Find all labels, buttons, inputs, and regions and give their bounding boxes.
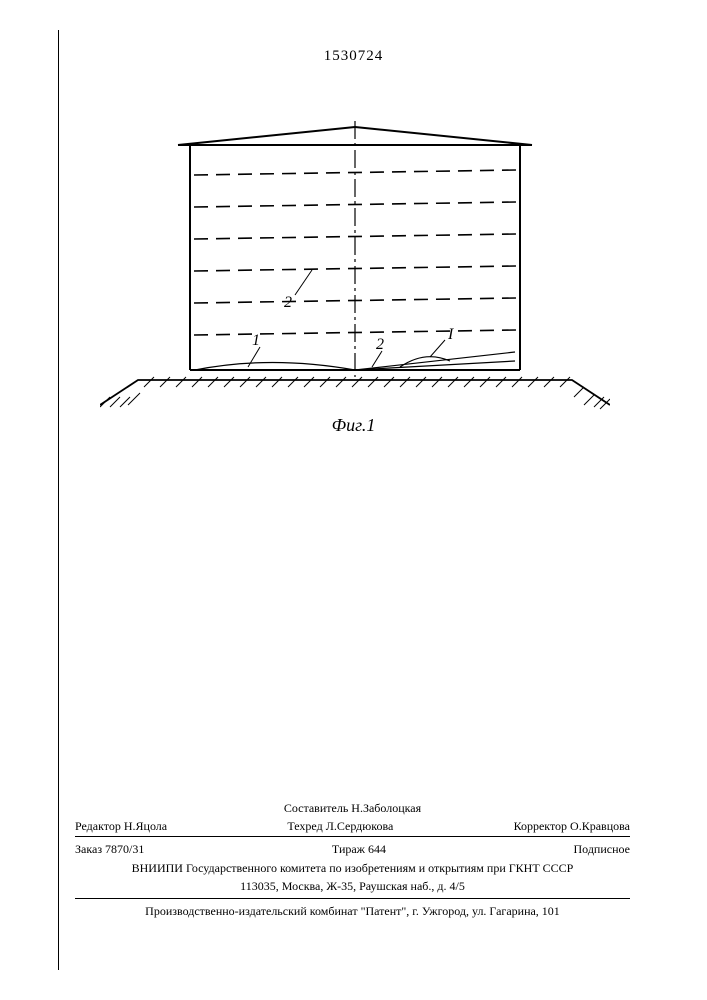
- org-line: ВНИИПИ Государственного комитета по изоб…: [75, 860, 630, 876]
- figure-diagram: 2 1 2 I: [100, 115, 610, 415]
- subscription: Подписное: [574, 841, 631, 857]
- address-line: 113035, Москва, Ж-35, Раушская наб., д. …: [75, 878, 630, 894]
- editors-line: Редактор Н.Яцола Техред Л.Сердюкова Корр…: [75, 818, 630, 834]
- order-line: Заказ 7870/31 Тираж 644 Подписное: [75, 841, 630, 857]
- divider-2: [75, 898, 630, 899]
- print-run: Тираж 644: [332, 841, 386, 857]
- document-number: 1530724: [0, 48, 707, 65]
- order-number: Заказ 7870/31: [75, 841, 144, 857]
- compiler-line: Составитель Н.Заболоцкая: [75, 800, 630, 816]
- label-1: 1: [252, 332, 260, 349]
- divider-1: [75, 836, 630, 837]
- corrector: Корректор О.Кравцова: [514, 818, 630, 834]
- label-I: I: [447, 326, 454, 343]
- editor: Редактор Н.Яцола: [75, 818, 167, 834]
- figure-caption: Фиг.1: [0, 415, 707, 436]
- frame-left: [58, 30, 59, 970]
- page: 1530724: [0, 0, 707, 1000]
- tech-editor: Техред Л.Сердюкова: [287, 818, 393, 834]
- label-2-right: 2: [376, 336, 384, 353]
- label-2-left: 2: [284, 294, 292, 311]
- credits-block: Составитель Н.Заболоцкая Редактор Н.Яцол…: [75, 800, 630, 919]
- producer-line: Производственно-издательский комбинат "П…: [75, 903, 630, 919]
